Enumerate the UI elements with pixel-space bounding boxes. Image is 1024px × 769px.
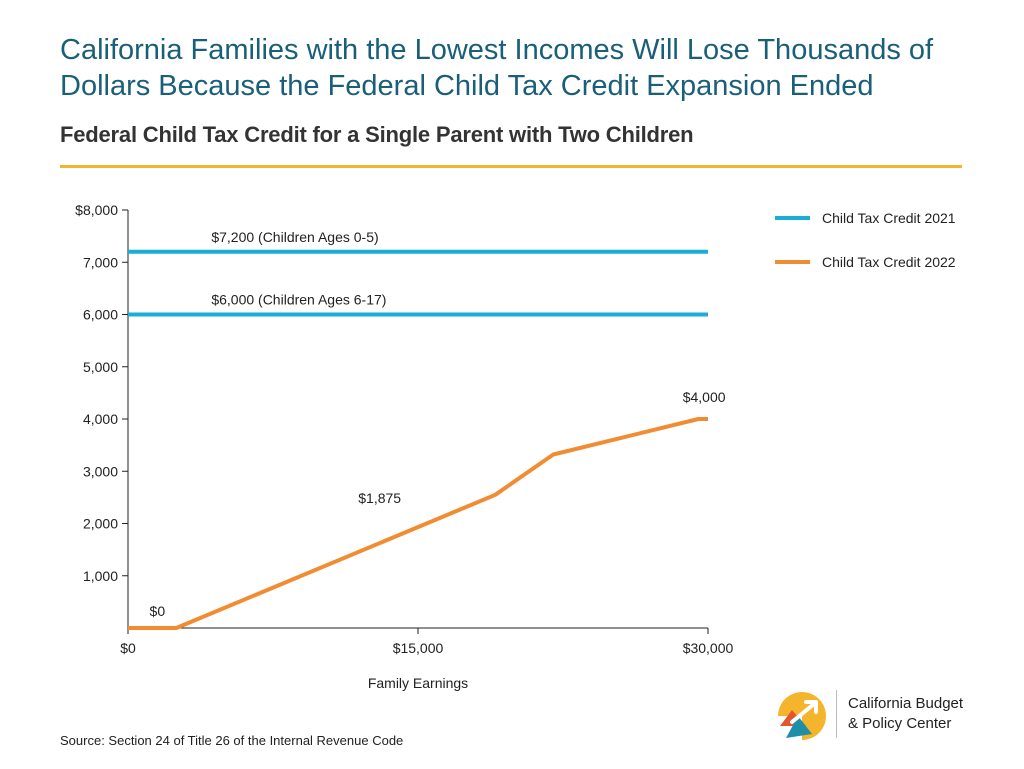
series-line bbox=[128, 417, 708, 630]
y-tick-label: 1,000 bbox=[83, 568, 118, 584]
data-label: $0 bbox=[150, 603, 166, 619]
logo-text: California Budget & Policy Center bbox=[848, 694, 963, 734]
logo-mark-icon bbox=[778, 692, 826, 740]
annotation-label: $7,200 (Children Ages 0-5) bbox=[211, 229, 378, 245]
y-tick-label: 7,000 bbox=[83, 254, 118, 270]
logo-name-line1: California Budget bbox=[848, 695, 964, 712]
y-tick-label: 6,000 bbox=[83, 307, 118, 323]
y-tick-label: 3,000 bbox=[83, 463, 118, 479]
chart-title: California Families with the Lowest Inco… bbox=[60, 34, 934, 102]
legend-label: Child Tax Credit 2021 bbox=[822, 210, 956, 226]
y-tick-label: 4,000 bbox=[83, 411, 118, 427]
y-tick-label: 5,000 bbox=[83, 359, 118, 375]
y-tick-label: 2,000 bbox=[83, 516, 118, 532]
legend-label: Child Tax Credit 2022 bbox=[822, 254, 956, 270]
x-tick-label: $15,000 bbox=[393, 640, 444, 656]
y-tick-label: $8,000 bbox=[75, 202, 118, 218]
title-divider bbox=[60, 165, 962, 168]
data-label: $4,000 bbox=[683, 389, 726, 405]
chart-subtitle: Federal Child Tax Credit for a Single Pa… bbox=[60, 122, 694, 147]
logo-name-line2: & Policy Center bbox=[848, 715, 952, 732]
logo-divider bbox=[836, 690, 837, 738]
x-tick-label: $30,000 bbox=[683, 640, 734, 656]
x-axis-label: Family Earnings bbox=[368, 675, 468, 691]
x-tick-label: $0 bbox=[120, 640, 136, 656]
organization-logo: California Budget & Policy Center bbox=[772, 686, 992, 746]
annotation-label: $6,000 (Children Ages 6-17) bbox=[211, 292, 386, 308]
data-label: $1,875 bbox=[358, 490, 401, 506]
source-note: Source: Section 24 of Title 26 of the In… bbox=[60, 733, 404, 748]
